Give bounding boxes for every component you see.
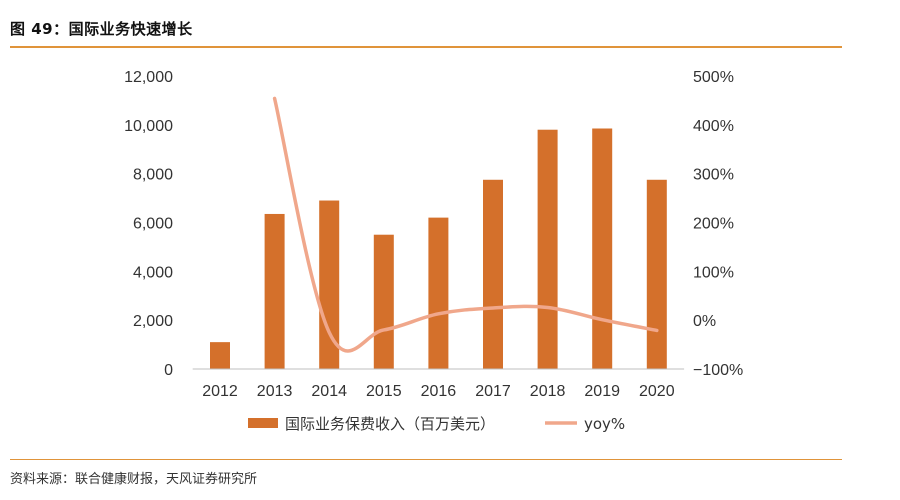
legend-bar-swatch [248,418,278,428]
footer-rule [10,459,842,460]
bar [483,179,503,369]
y-right-axis: −100% 0% 100% 200% 300% 400% 500% [693,69,743,379]
y-left-tick-label: 12,000 [124,69,173,86]
x-tick-label: 2012 [202,383,238,400]
x-tick-label: 2019 [584,383,620,400]
yoy-line [272,96,659,353]
chart: 0 2,000 4,000 6,000 8,000 10,000 12,000 −100% 0… [124,69,743,433]
y-left-axis: 0 2,000 4,000 6,000 8,000 10,000 12,000 [124,69,173,379]
x-tick-label: 2020 [639,383,675,400]
title-rule [10,46,842,48]
bar [537,129,558,369]
bar-series [210,128,667,369]
bar [646,179,667,369]
y-left-tick-label: 10,000 [124,118,173,135]
y-right-tick-label: 400% [693,118,734,135]
y-right-tick-label: 200% [693,216,734,233]
bar [319,200,340,369]
bar [592,128,613,369]
x-tick-label: 2016 [421,383,457,400]
x-tick-label: 2015 [366,383,402,400]
source-note: 资料来源：联合健康财报，天风证券研究所 [10,472,258,487]
bar [373,234,394,369]
x-tick-label: 2017 [475,383,511,400]
y-left-tick-label: 8,000 [133,167,173,184]
y-left-tick-label: 4,000 [133,264,173,281]
y-left-tick-label: 0 [164,362,173,379]
bar [210,342,230,369]
legend-line-label: yoy% [584,415,625,433]
legend-bar-label: 国际业务保费收入（百万美元） [285,415,495,433]
bar [428,217,449,369]
y-right-tick-label: 0% [693,313,716,330]
bar [264,213,285,369]
x-tick-label: 2014 [311,383,347,400]
y-right-tick-label: 500% [693,69,734,86]
figure-title: 图 49：国际业务快速增长 [10,20,193,38]
y-right-tick-label: 300% [693,167,734,184]
x-tick-label: 2013 [257,383,293,400]
x-tick-label: 2018 [530,383,566,400]
y-left-tick-label: 6,000 [133,216,173,233]
y-right-tick-label: −100% [693,362,743,379]
y-left-tick-label: 2,000 [133,313,173,330]
x-axis: 2012 2013 2014 2015 2016 2017 2018 2019 2020 [202,383,674,400]
y-right-tick-label: 100% [693,264,734,281]
legend: 国际业务保费收入（百万美元） yoy% [248,415,625,433]
